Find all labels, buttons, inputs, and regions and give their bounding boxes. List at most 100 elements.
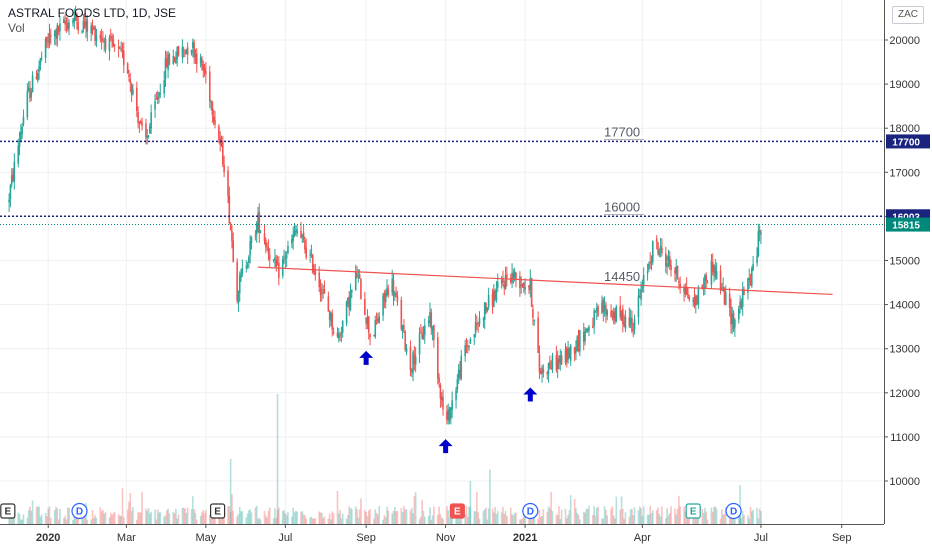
candle-body	[276, 264, 279, 266]
volume-bar	[565, 518, 568, 524]
candle-body	[628, 317, 631, 327]
candles	[8, 5, 762, 425]
candle-body	[549, 361, 551, 369]
candle-body	[102, 39, 104, 41]
candle-body	[339, 334, 341, 336]
volume-bar	[564, 508, 567, 524]
volume-bar	[109, 512, 112, 524]
price-axis[interactable]: 1000011000120001300014000150001600017000…	[884, 0, 920, 524]
volume-bar	[403, 506, 405, 524]
candle-body	[546, 372, 549, 375]
candle-body	[564, 349, 567, 363]
candle-body	[327, 296, 330, 312]
candle-body	[558, 360, 560, 363]
candle-body	[469, 339, 472, 344]
candle-body	[412, 352, 414, 373]
volume-bar	[136, 519, 138, 524]
volume-bar	[440, 517, 443, 524]
volume-spike	[229, 459, 232, 524]
candle-body	[704, 275, 706, 288]
volume-spike	[469, 481, 472, 524]
volume-bar	[296, 511, 298, 524]
candle-body	[674, 269, 676, 274]
volume-bar	[53, 510, 56, 524]
candle-body	[218, 126, 220, 140]
candle-body	[294, 231, 297, 233]
candle-body	[459, 370, 461, 378]
volume-bar	[437, 514, 439, 524]
candle-body	[147, 135, 150, 138]
price-badges: 177001600315815	[886, 134, 930, 232]
candle-body	[126, 63, 129, 74]
candle-body	[713, 265, 715, 274]
candle-body	[9, 185, 12, 199]
volume-bar	[327, 518, 330, 524]
time-tick-label: Mar	[117, 532, 136, 544]
candle-body	[300, 230, 302, 238]
candle-body	[328, 311, 331, 321]
candle-body	[710, 261, 713, 285]
candle-body	[73, 17, 76, 23]
volume-bar	[576, 513, 579, 524]
volume-bar	[373, 518, 375, 524]
candle-body	[724, 292, 727, 305]
volume-bar	[319, 512, 322, 524]
time-tick-label: Sep	[356, 532, 376, 544]
candle-body	[731, 313, 734, 325]
candle-body	[369, 334, 371, 338]
volume-bar	[447, 510, 450, 524]
candle-body	[520, 285, 522, 287]
volume-bar	[254, 507, 257, 524]
candle-body	[757, 231, 760, 256]
volume-bar	[120, 515, 122, 524]
volume-bar	[477, 512, 479, 524]
volume-bar	[713, 506, 715, 524]
volume-bar	[259, 519, 262, 524]
candle-body	[420, 331, 422, 333]
candle-body	[569, 345, 572, 361]
volume-bar	[569, 495, 572, 524]
candle-body	[292, 235, 294, 241]
volume-bar	[515, 512, 517, 524]
candle-body	[35, 76, 38, 80]
volume-bar	[448, 517, 451, 524]
volume-bar	[438, 506, 440, 524]
candle-body	[584, 330, 586, 342]
candle-body	[705, 275, 708, 281]
volume-bar	[483, 509, 486, 524]
candle-body	[141, 121, 143, 126]
volume-bar	[593, 506, 595, 524]
volume-bar	[229, 511, 232, 524]
candle-body	[94, 26, 96, 41]
volume-bar	[637, 510, 640, 524]
volume-bar	[66, 507, 69, 524]
candle-body	[387, 289, 390, 295]
candle-body	[740, 300, 743, 309]
volume-bar	[44, 512, 47, 524]
volume-bar	[345, 518, 348, 524]
candle-body	[319, 288, 322, 295]
volume-bar	[487, 508, 490, 524]
volume-bar	[466, 517, 469, 524]
candle-body	[629, 317, 632, 325]
volume-bar	[90, 519, 93, 524]
volume-bar	[723, 513, 726, 524]
candle-body	[485, 302, 487, 310]
volume-bar	[631, 508, 633, 524]
candle-body	[205, 71, 207, 75]
candle-body	[66, 23, 69, 30]
candle-body	[421, 332, 423, 339]
candle-body	[258, 212, 261, 234]
volume-bar	[524, 513, 526, 524]
time-tick-label: Nov	[436, 532, 456, 544]
candle-body	[615, 306, 618, 322]
time-axis[interactable]: 2020 Mar May Jul Sep Nov 2021 Apr Jul Sep	[0, 524, 884, 544]
currency-button[interactable]: ZAC	[892, 6, 924, 24]
candle-body	[503, 284, 506, 289]
volume-bar	[64, 515, 66, 524]
candle-body	[284, 258, 287, 260]
volume-bar	[623, 518, 625, 524]
candle-body	[655, 238, 658, 243]
